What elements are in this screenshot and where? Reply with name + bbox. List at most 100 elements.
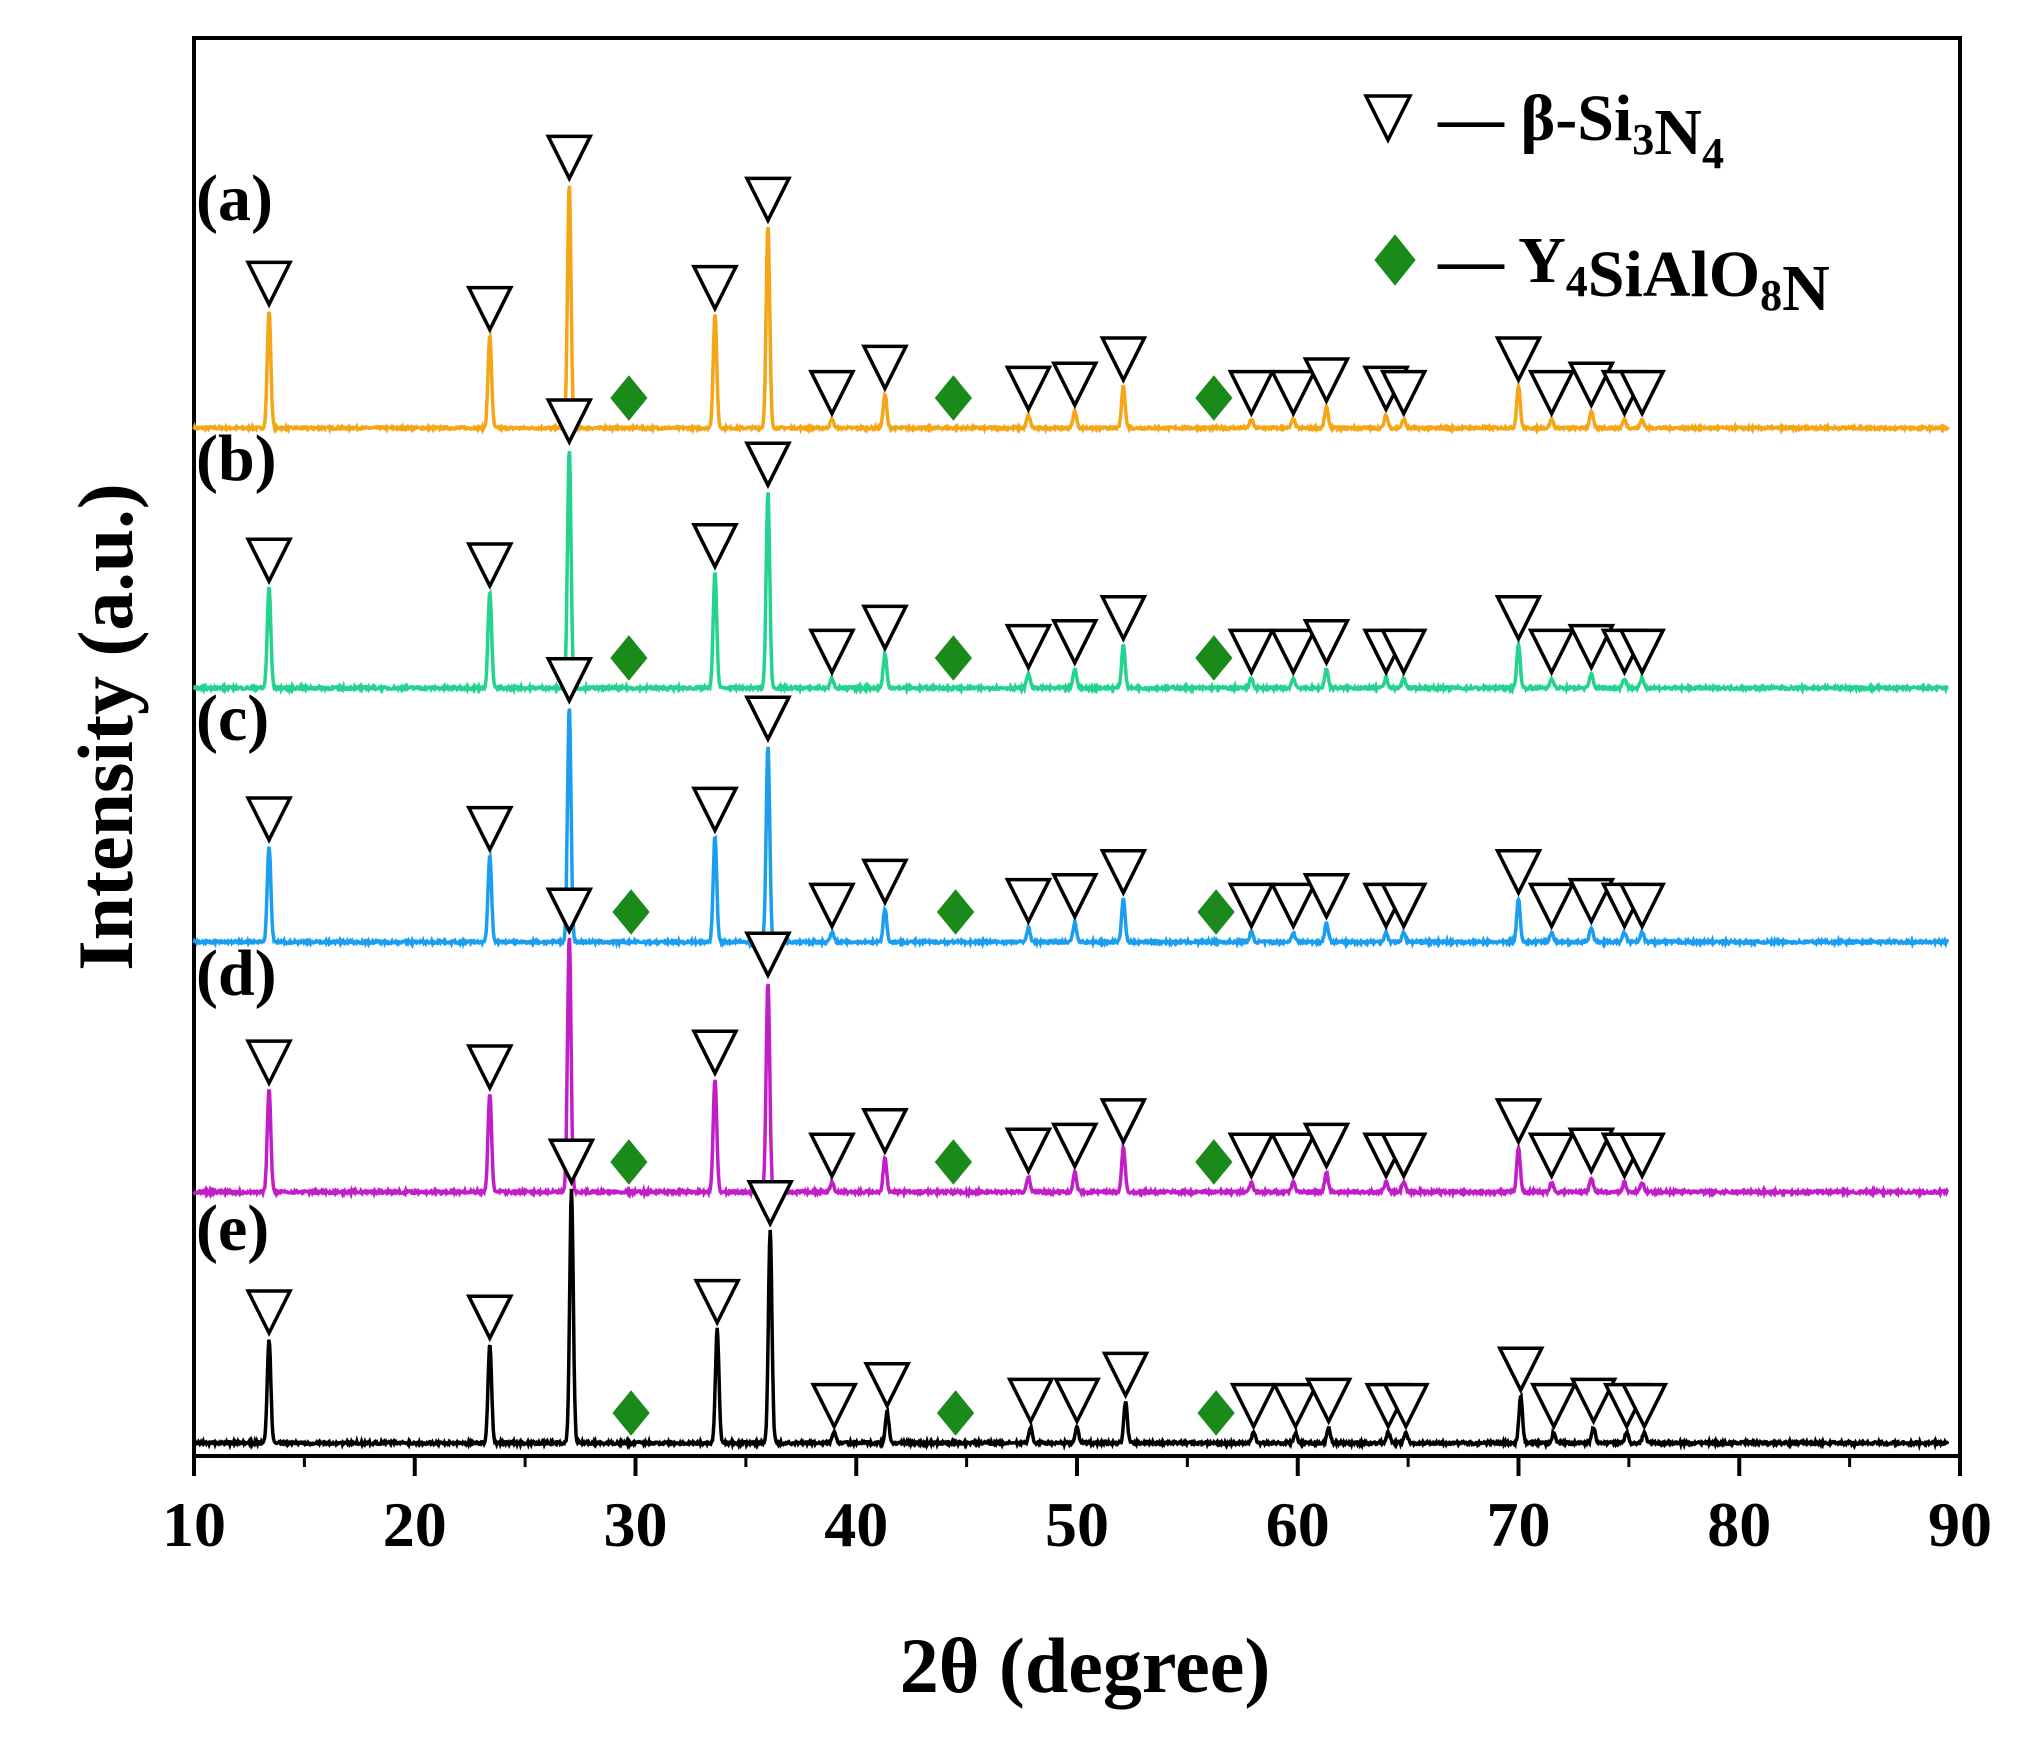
beta-si3n4-marker bbox=[1006, 1377, 1055, 1426]
beta-si3n4-marker bbox=[1269, 1132, 1318, 1181]
beta-si3n4-marker bbox=[691, 264, 739, 313]
x-tick-label: 50 bbox=[1045, 1489, 1109, 1560]
beta-si3n4-marker bbox=[746, 1180, 794, 1228]
beta-si3n4-marker bbox=[1227, 882, 1276, 931]
beta-si3n4-marker bbox=[245, 537, 293, 586]
beta-si3n4-marker bbox=[1567, 623, 1616, 672]
legend: — β-Si3N4 — Y4SiAlO8N bbox=[1363, 82, 1830, 325]
beta-si3n4-marker bbox=[808, 882, 856, 931]
y4sialo8n-marker bbox=[610, 1139, 648, 1185]
x-tick-label: 70 bbox=[1487, 1489, 1551, 1560]
x-tick-label: 40 bbox=[824, 1489, 888, 1560]
beta-si3n4-marker bbox=[465, 1294, 514, 1343]
beta-si3n4-marker bbox=[245, 1289, 293, 1337]
beta-si3n4-marker bbox=[1099, 1098, 1148, 1146]
beta-si3n4-marker bbox=[1050, 361, 1099, 410]
beta-si3n4-marker bbox=[863, 1362, 911, 1410]
beta-si3n4-marker bbox=[1567, 877, 1616, 926]
beta-si3n4-marker bbox=[808, 628, 856, 677]
beta-si3n4-marker bbox=[691, 786, 739, 835]
y4sialo8n-marker bbox=[1195, 375, 1233, 421]
beta-si3n4-marker bbox=[1229, 1382, 1278, 1431]
beta-si3n4-marker bbox=[1099, 849, 1148, 897]
y4sialo8n-marker bbox=[1197, 889, 1235, 935]
beta-si3n4-marker bbox=[1050, 1122, 1099, 1171]
beta-si3n4-marker bbox=[465, 805, 514, 854]
series-line bbox=[192, 450, 1949, 696]
y4sialo8n-marker bbox=[934, 375, 973, 421]
beta-si3n4-marker bbox=[465, 542, 514, 590]
beta-si3n4-marker bbox=[861, 858, 909, 907]
beta-si3n4-marker bbox=[1269, 628, 1318, 677]
legend-triangle-icon bbox=[1363, 94, 1413, 144]
panel-label: (a) bbox=[196, 162, 273, 235]
beta-si3n4-marker bbox=[1569, 1377, 1618, 1426]
beta-si3n4-marker bbox=[1004, 365, 1053, 414]
beta-si3n4-marker bbox=[1302, 1122, 1351, 1171]
y4sialo8n-marker bbox=[936, 889, 975, 935]
beta-si3n4-marker bbox=[1618, 1132, 1666, 1181]
beta-si3n4-marker bbox=[1567, 1127, 1616, 1176]
series-4: (d) bbox=[192, 887, 1950, 1200]
panel-label: (b) bbox=[196, 422, 277, 495]
beta-si3n4-marker bbox=[691, 523, 739, 571]
beta-si3n4-marker bbox=[1527, 369, 1576, 418]
beta-si3n4-marker bbox=[1618, 628, 1666, 677]
beta-si3n4-marker bbox=[1050, 619, 1099, 667]
series-1: (a) bbox=[192, 134, 1950, 436]
beta-si3n4-marker bbox=[1494, 1098, 1543, 1146]
beta-si3n4-marker bbox=[1004, 1127, 1053, 1176]
y4sialo8n-marker bbox=[612, 889, 650, 935]
series-3: (c) bbox=[192, 657, 1950, 950]
beta-si3n4-marker bbox=[1527, 882, 1576, 931]
legend-label-beta-si3n4: — β-Si3N4 bbox=[1437, 82, 1724, 178]
beta-si3n4-marker bbox=[1004, 623, 1053, 672]
plot-area: (a) (b) (c) (d) (e) bbox=[192, 36, 1962, 1458]
beta-si3n4-marker bbox=[245, 796, 293, 844]
y-axis-title: Intensity (a.u.) bbox=[62, 483, 149, 971]
x-tick-label: 20 bbox=[383, 1489, 447, 1560]
panel-label: (d) bbox=[196, 937, 277, 1010]
beta-si3n4-marker bbox=[1227, 1132, 1276, 1181]
x-tick-label: 10 bbox=[162, 1489, 226, 1560]
beta-si3n4-marker bbox=[1529, 1382, 1578, 1431]
beta-si3n4-marker bbox=[1494, 336, 1543, 384]
x-tick-label: 30 bbox=[604, 1489, 668, 1560]
beta-si3n4-marker bbox=[1099, 336, 1148, 384]
beta-si3n4-marker bbox=[693, 1278, 742, 1327]
beta-si3n4-marker bbox=[691, 1029, 739, 1078]
beta-si3n4-marker bbox=[1527, 628, 1576, 677]
beta-si3n4-marker bbox=[1101, 1351, 1150, 1400]
beta-si3n4-marker bbox=[1618, 882, 1666, 931]
y4sialo8n-marker bbox=[934, 635, 973, 681]
x-axis-title: 2θ (degree) bbox=[900, 1622, 1271, 1709]
beta-si3n4-marker bbox=[861, 344, 909, 393]
x-tick-label: 80 bbox=[1707, 1489, 1771, 1560]
beta-si3n4-marker bbox=[1271, 1382, 1320, 1431]
beta-si3n4-marker bbox=[861, 604, 909, 653]
beta-si3n4-marker bbox=[808, 369, 856, 418]
beta-si3n4-marker bbox=[1304, 1377, 1353, 1426]
beta-si3n4-marker bbox=[1618, 369, 1666, 418]
series-line bbox=[192, 1188, 1950, 1452]
beta-si3n4-marker bbox=[744, 931, 792, 980]
y4sialo8n-marker bbox=[1197, 1390, 1235, 1436]
beta-si3n4-marker bbox=[744, 695, 792, 744]
beta-si3n4-marker bbox=[245, 260, 293, 309]
beta-si3n4-marker bbox=[1494, 849, 1543, 897]
beta-si3n4-marker bbox=[1379, 1132, 1428, 1181]
beta-si3n4-marker bbox=[547, 1138, 596, 1187]
x-tick-label: 90 bbox=[1928, 1489, 1992, 1560]
beta-si3n4-marker bbox=[1269, 369, 1318, 418]
series-2: (b) bbox=[192, 398, 1949, 696]
beta-si3n4-marker bbox=[744, 441, 792, 490]
beta-si3n4-marker bbox=[1302, 357, 1351, 405]
beta-si3n4-marker bbox=[1302, 619, 1351, 667]
beta-si3n4-marker bbox=[1004, 877, 1053, 926]
legend-label-y4sialo8n: — Y4SiAlO8N bbox=[1437, 224, 1830, 325]
beta-si3n4-marker bbox=[1382, 1382, 1430, 1431]
beta-si3n4-marker bbox=[465, 1044, 514, 1092]
beta-si3n4-marker bbox=[465, 285, 514, 334]
beta-si3n4-marker bbox=[1302, 873, 1351, 921]
legend-diamond-icon bbox=[1374, 234, 1416, 286]
